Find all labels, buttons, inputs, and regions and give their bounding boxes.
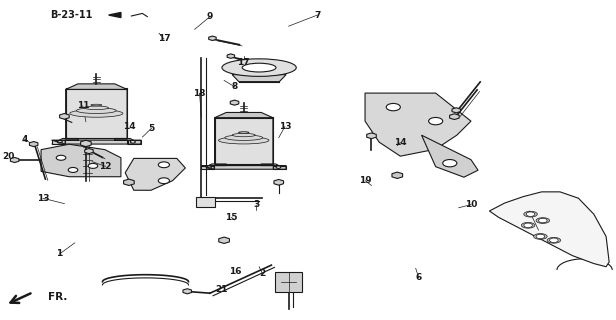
Text: 10: 10 — [465, 200, 477, 209]
Text: 4: 4 — [22, 135, 28, 144]
Polygon shape — [274, 180, 283, 185]
Circle shape — [56, 155, 66, 160]
Polygon shape — [365, 93, 471, 156]
Polygon shape — [450, 114, 459, 120]
Text: 1: 1 — [57, 250, 63, 259]
Circle shape — [386, 103, 400, 111]
Text: B-23-11: B-23-11 — [51, 10, 93, 20]
Text: 9: 9 — [207, 12, 213, 21]
Text: 13: 13 — [278, 122, 291, 131]
Polygon shape — [232, 75, 286, 82]
Polygon shape — [30, 141, 38, 147]
Polygon shape — [214, 112, 273, 118]
Polygon shape — [66, 84, 127, 89]
Ellipse shape — [547, 237, 561, 243]
Circle shape — [131, 140, 136, 143]
Ellipse shape — [84, 106, 108, 109]
Polygon shape — [227, 54, 235, 58]
Polygon shape — [392, 172, 403, 179]
Polygon shape — [52, 139, 141, 144]
Text: 19: 19 — [359, 176, 371, 185]
Polygon shape — [81, 140, 91, 147]
Circle shape — [88, 164, 98, 168]
Ellipse shape — [225, 135, 262, 140]
Polygon shape — [125, 158, 185, 190]
Circle shape — [524, 223, 532, 228]
Polygon shape — [201, 165, 214, 169]
Circle shape — [538, 218, 547, 223]
Polygon shape — [108, 12, 121, 18]
Ellipse shape — [521, 222, 535, 228]
Ellipse shape — [76, 108, 116, 114]
Text: 16: 16 — [230, 267, 242, 276]
Circle shape — [536, 234, 545, 239]
Text: 13: 13 — [37, 194, 49, 203]
Text: 14: 14 — [394, 138, 407, 147]
Polygon shape — [66, 88, 127, 139]
Circle shape — [394, 174, 400, 177]
Polygon shape — [421, 135, 478, 177]
Polygon shape — [52, 140, 65, 144]
Polygon shape — [10, 157, 19, 163]
Ellipse shape — [222, 59, 296, 76]
Ellipse shape — [219, 137, 269, 144]
Circle shape — [232, 101, 237, 104]
Polygon shape — [219, 237, 229, 244]
Ellipse shape — [242, 63, 276, 72]
Text: 8: 8 — [232, 82, 238, 91]
Ellipse shape — [533, 234, 547, 239]
FancyBboxPatch shape — [275, 271, 302, 292]
Circle shape — [68, 167, 78, 172]
Polygon shape — [41, 144, 121, 177]
Text: 14: 14 — [123, 122, 135, 131]
Text: 17: 17 — [158, 35, 170, 44]
Circle shape — [158, 178, 169, 184]
Text: 3: 3 — [253, 200, 259, 209]
Circle shape — [276, 166, 281, 168]
Polygon shape — [60, 114, 69, 119]
Circle shape — [207, 166, 211, 168]
Text: 6: 6 — [416, 273, 422, 282]
Polygon shape — [85, 148, 93, 154]
Polygon shape — [230, 100, 239, 105]
Circle shape — [429, 117, 443, 125]
Polygon shape — [367, 133, 376, 139]
Polygon shape — [209, 36, 216, 41]
Circle shape — [549, 238, 558, 243]
Polygon shape — [183, 289, 192, 294]
Ellipse shape — [524, 211, 537, 217]
Circle shape — [57, 140, 62, 143]
Ellipse shape — [232, 133, 255, 137]
Text: 5: 5 — [148, 124, 155, 132]
Text: 17: 17 — [237, 58, 250, 67]
Text: 21: 21 — [215, 284, 227, 293]
Polygon shape — [489, 192, 609, 267]
Text: 15: 15 — [225, 213, 238, 222]
Polygon shape — [124, 179, 134, 186]
Text: FR.: FR. — [49, 292, 68, 302]
Text: 7: 7 — [314, 11, 321, 20]
Text: 12: 12 — [99, 162, 112, 171]
Text: 20: 20 — [2, 152, 15, 161]
Polygon shape — [201, 164, 286, 169]
Ellipse shape — [238, 132, 249, 133]
Ellipse shape — [91, 104, 102, 106]
Text: 18: 18 — [193, 89, 206, 98]
Polygon shape — [452, 108, 461, 113]
Circle shape — [526, 212, 535, 216]
Polygon shape — [214, 117, 273, 164]
Circle shape — [158, 162, 169, 168]
Circle shape — [443, 160, 457, 167]
Ellipse shape — [70, 109, 123, 117]
Polygon shape — [274, 165, 286, 169]
Ellipse shape — [536, 218, 549, 223]
Text: 2: 2 — [259, 268, 265, 278]
Circle shape — [126, 181, 132, 184]
Text: 11: 11 — [76, 101, 89, 110]
Polygon shape — [128, 140, 141, 144]
FancyBboxPatch shape — [196, 197, 215, 207]
